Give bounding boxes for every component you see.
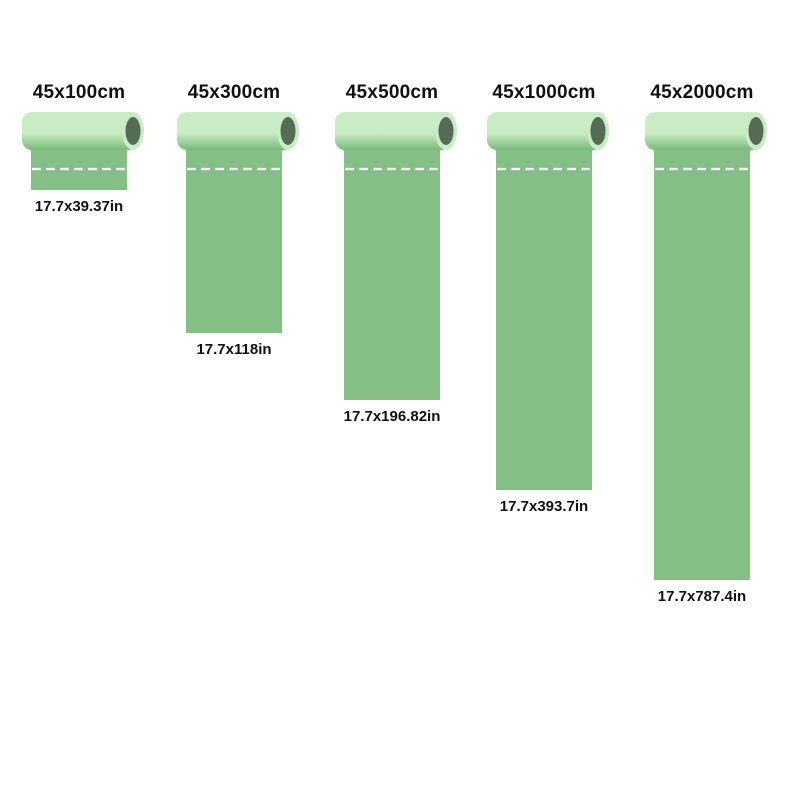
roll-body [22,112,139,150]
roll-1 [22,112,144,190]
sheet [654,150,750,580]
roll-core-icon [280,117,296,145]
roll-3 [335,112,457,400]
size-metric-label: 45x500cm [345,82,439,103]
roll-body [645,112,762,150]
size-inch-label: 17.7x196.82in [343,408,441,425]
roll-body [487,112,604,150]
roll-body [335,112,452,150]
roll-body [177,112,294,150]
roll-core-icon [748,117,764,145]
size-metric-label: 45x2000cm [650,82,754,103]
roll-2 [177,112,299,333]
roll-core-icon [125,117,141,145]
size-inch-label: 17.7x118in [196,341,272,358]
roll-core-icon [590,117,606,145]
sheet [344,150,440,400]
size-metric-label: 45x300cm [187,82,281,103]
size-metric-label: 45x100cm [32,82,126,103]
roll-5 [645,112,767,580]
sheet [186,150,282,333]
size-inch-label: 17.7x787.4in [657,588,747,605]
sheet [496,150,592,490]
roll-4 [487,112,609,490]
size-inch-label: 17.7x39.37in [34,198,124,215]
size-inch-label: 17.7x393.7in [499,498,589,515]
roll-core-icon [438,117,454,145]
size-metric-label: 45x1000cm [492,82,596,103]
